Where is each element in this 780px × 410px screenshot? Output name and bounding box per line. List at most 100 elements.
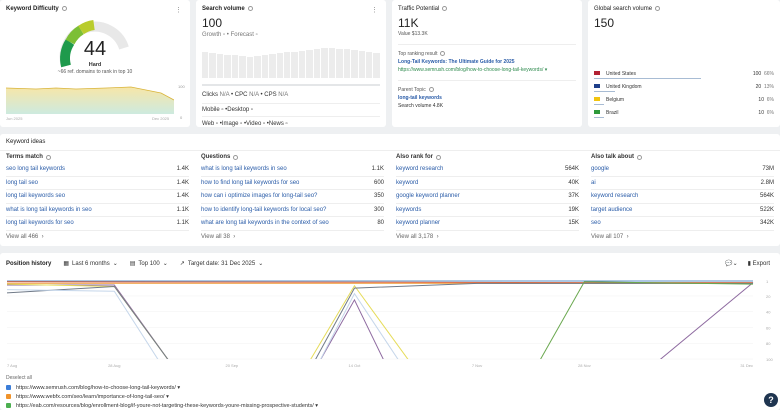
idea-row[interactable]: google 73M <box>591 163 774 177</box>
info-icon[interactable] <box>637 154 643 160</box>
legend-item[interactable]: https://eab.com/resources/blog/enrollmen… <box>6 401 318 410</box>
sv-bar[interactable] <box>209 53 216 79</box>
target-date-dropdown[interactable]: ↗ Target date: 31 Dec 2025 ⌄ <box>179 260 264 268</box>
sv-bar[interactable] <box>269 54 276 79</box>
info-icon[interactable] <box>45 154 51 160</box>
idea-row[interactable]: long tail seo 1.4K <box>6 177 189 190</box>
info-icon[interactable] <box>428 87 434 93</box>
legend-item[interactable]: https://www.webfx.com/seo/learn/importan… <box>6 392 318 401</box>
video-toggle[interactable]: Video <box>246 120 262 127</box>
period-dropdown[interactable]: ▦ Last 6 months ⌄ <box>63 260 118 268</box>
web-toggle[interactable]: Web <box>202 120 215 127</box>
sv-bar[interactable] <box>343 49 351 79</box>
idea-row[interactable]: how to identify long-tail keywords for l… <box>201 204 384 217</box>
view-all-link[interactable]: View all 3,178 › <box>396 234 439 240</box>
forecast-toggle[interactable]: Forecast <box>230 32 254 39</box>
sv-bar[interactable] <box>336 48 343 79</box>
top-result-title[interactable]: Long-Tail Keywords: The Ultimate Guide f… <box>398 59 515 66</box>
sv-bar[interactable] <box>291 51 298 79</box>
search-volume-card: Search volume ⋮ 100 Growth ▫ • Forecast … <box>196 0 386 127</box>
info-icon[interactable] <box>61 6 67 11</box>
more-icon[interactable]: ⋮ <box>175 7 182 14</box>
idea-row[interactable]: keyword 40K <box>396 177 579 190</box>
idea-row[interactable]: keyword research 564K <box>396 163 579 177</box>
sv-bar[interactable] <box>283 52 291 79</box>
info-icon[interactable] <box>247 6 253 11</box>
sv-bar[interactable] <box>313 48 321 79</box>
growth-toggle[interactable]: Growth <box>202 32 222 39</box>
info-icon[interactable] <box>655 6 661 11</box>
info-icon[interactable] <box>436 154 442 160</box>
sv-bar[interactable] <box>216 53 224 79</box>
checkbox[interactable] <box>6 394 11 399</box>
idea-row[interactable]: how can i optimize images for long-tail … <box>201 190 384 204</box>
sv-bar[interactable] <box>365 51 373 79</box>
mobile-toggle[interactable]: Mobile <box>202 107 220 114</box>
sv-bar[interactable] <box>246 56 254 79</box>
sv-bar[interactable] <box>254 55 261 79</box>
parent-topic-link[interactable]: long-tail keywords <box>398 95 442 102</box>
idea-row[interactable]: long tail keywords seo 1.4K <box>6 190 189 204</box>
view-all-link[interactable]: View all 466 › <box>6 234 44 240</box>
more-icon[interactable]: ⋮ <box>371 7 378 14</box>
sv-bar[interactable] <box>306 49 313 79</box>
sv-bar[interactable] <box>358 51 365 79</box>
idea-row[interactable]: keyword planner 15K <box>396 217 579 231</box>
flag-icon <box>594 71 600 76</box>
sv-bar[interactable] <box>261 54 269 79</box>
deselect-all-link[interactable]: Deselect all <box>6 375 32 381</box>
idea-row[interactable]: target audience 522K <box>591 204 774 217</box>
desktop-toggle[interactable]: Desktop <box>227 107 250 114</box>
sv-bar[interactable] <box>373 52 380 79</box>
image-toggle[interactable]: Image <box>221 120 239 127</box>
idea-row[interactable]: seo 342K <box>591 217 774 231</box>
idea-row[interactable]: what are long tail keywords in the conte… <box>201 217 384 231</box>
tp-value: 11K <box>398 16 419 31</box>
series-line[interactable] <box>6 289 400 363</box>
sv-bar[interactable] <box>224 54 231 79</box>
x-tick-label: 7 Aug <box>7 363 17 368</box>
info-icon[interactable] <box>442 6 448 11</box>
series-line[interactable] <box>6 282 753 363</box>
kd-y-min: 0 <box>180 115 183 120</box>
sv-bar[interactable] <box>239 56 246 79</box>
info-icon[interactable] <box>440 51 446 57</box>
idea-row[interactable]: how to find long tail keywords for seo 60… <box>201 177 384 190</box>
export-button[interactable]: ▮ Export <box>747 261 770 267</box>
legend-item[interactable]: https://www.semrush.com/blog/how-to-choo… <box>6 383 318 392</box>
info-icon[interactable] <box>233 154 239 160</box>
idea-row[interactable]: what is long tail keywords in seo 1.1K <box>201 163 384 177</box>
checkbox[interactable] <box>6 385 11 390</box>
sv-bar[interactable] <box>298 50 306 79</box>
sv-bar[interactable] <box>202 52 209 79</box>
view-all-link[interactable]: View all 38 › <box>201 234 236 240</box>
idea-row[interactable]: ai 2.8M <box>591 177 774 190</box>
series-line[interactable] <box>538 281 754 363</box>
sv-bar[interactable] <box>351 50 358 79</box>
idea-row[interactable]: long tail keywords for seo 1.1K <box>6 217 189 231</box>
idea-row[interactable]: keyword research 564K <box>591 190 774 204</box>
country-row[interactable]: Belgium 10 6% <box>594 93 774 106</box>
comment-dropdown[interactable]: 💬⌄ <box>725 261 738 267</box>
sv-scroll-bar[interactable] <box>202 84 380 87</box>
column-header: Questions <box>201 154 231 160</box>
series-line[interactable] <box>7 282 754 363</box>
country-row[interactable]: United Kingdom 20 13% <box>594 80 774 93</box>
sv-bar[interactable] <box>321 48 328 79</box>
view-all-link[interactable]: View all 107 › <box>591 234 629 240</box>
idea-row[interactable]: keywords 19K <box>396 204 579 217</box>
sv-bar[interactable] <box>328 48 336 79</box>
sv-bar[interactable] <box>276 53 283 79</box>
country-row[interactable]: United States 100 66% <box>594 67 774 80</box>
checkbox[interactable] <box>6 403 11 408</box>
top-dropdown[interactable]: ▤ Top 100 ⌄ <box>129 260 168 268</box>
news-toggle[interactable]: News <box>268 120 284 127</box>
idea-row[interactable]: seo long tail keywords 1.4K <box>6 163 189 177</box>
global-search-volume-card: Global search volume 150 United States 10… <box>588 0 780 127</box>
idea-row[interactable]: google keyword planner 37K <box>396 190 579 204</box>
country-row[interactable]: Brazil 10 6% <box>594 106 774 119</box>
top-result-url[interactable]: https://www.semrush.com/blog/how-to-choo… <box>398 67 544 74</box>
idea-row[interactable]: what is long tail keywords in seo 1.1K <box>6 204 189 217</box>
sv-bar[interactable] <box>231 55 239 79</box>
help-button[interactable]: ? <box>764 393 778 407</box>
